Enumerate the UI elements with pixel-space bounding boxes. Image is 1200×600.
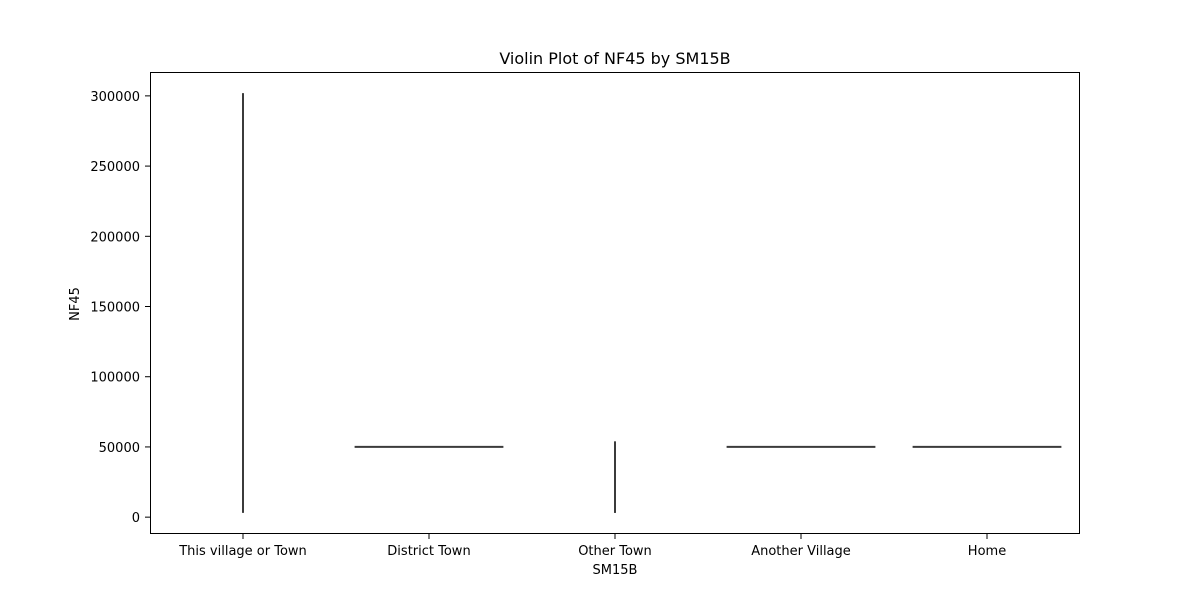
- chart-title: Violin Plot of NF45 by SM15B: [499, 49, 730, 68]
- x-axis: This village or Town District Town Other T…: [178, 534, 1006, 559]
- y-tick-label: 0: [132, 511, 140, 526]
- y-tick-label: 100000: [90, 371, 140, 386]
- violin-marks: [242, 93, 1062, 513]
- y-tick-label: 150000: [90, 301, 140, 316]
- y-axis-title: NF45: [68, 287, 83, 321]
- x-tick-label: Home: [968, 544, 1006, 559]
- y-tick-label: 200000: [90, 230, 140, 245]
- y-tick-label: 250000: [90, 160, 140, 175]
- x-tick-label: Other Town: [578, 544, 652, 559]
- x-tick-label: This village or Town: [178, 544, 307, 559]
- x-tick-label: Another Village: [751, 544, 851, 559]
- y-tick-label: 50000: [99, 441, 140, 456]
- x-axis-title: SM15B: [593, 563, 638, 578]
- y-tick-label: 300000: [90, 90, 140, 105]
- plot-area-frame: [150, 72, 1080, 534]
- x-tick-label: District Town: [387, 544, 470, 559]
- y-axis: 0 50000 100000 150000 200000 250000 300000: [90, 90, 150, 526]
